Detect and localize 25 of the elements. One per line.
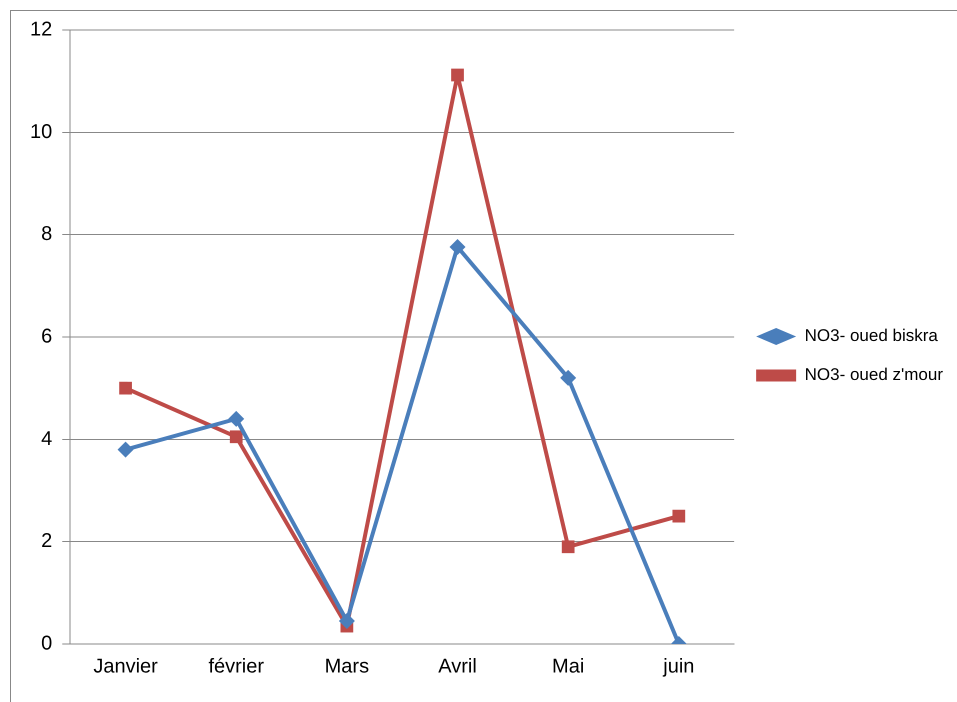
point [230,430,243,444]
y-tick-label: 8 [41,223,52,246]
y-tick-label: 2 [41,530,52,552]
x-tick-label: Avril [438,656,477,678]
x-tick-label: février [208,656,264,678]
x-tick-label: Mars [324,656,370,678]
y-tick-label: 6 [41,326,52,348]
legend-label: NO3- oued z'mour [804,365,944,384]
y-tick-label: 4 [41,428,52,450]
point [560,370,576,386]
point [119,382,132,395]
point [338,612,355,629]
point [672,510,686,522]
point [118,442,134,458]
legend-label: NO3- oued biskra [804,326,938,346]
y-tick-label: 10 [30,120,52,143]
y-tick-label: 0 [41,632,52,655]
x-tick-label: Mai [552,656,584,678]
point [450,238,466,255]
point [228,410,244,427]
point [562,540,575,554]
y-tick-label: 12 [30,18,52,41]
point [451,68,464,82]
x-tick-label: Janvier [93,656,158,678]
x-tick-label: juin [662,656,694,678]
